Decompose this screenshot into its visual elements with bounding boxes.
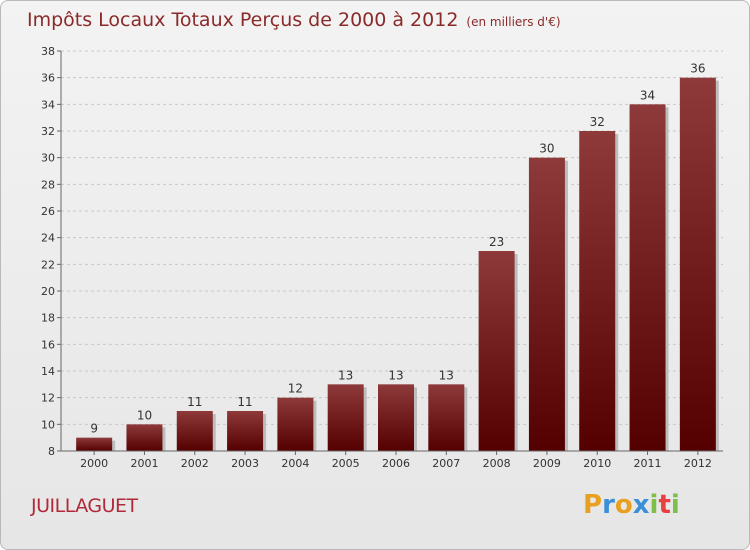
y-tick-label: 22: [41, 258, 55, 271]
bar-2008: [478, 251, 515, 451]
y-tick-label: 10: [41, 418, 55, 431]
bar-value-label: 30: [539, 142, 554, 156]
bar-value-label: 36: [690, 62, 705, 76]
logo-letter: i: [649, 490, 659, 520]
y-tick-label: 18: [41, 312, 55, 325]
bar-2009: [528, 157, 565, 451]
x-tick-label: 2011: [634, 457, 662, 470]
bar-2005: [327, 384, 364, 451]
bar-value-label: 10: [137, 408, 152, 422]
y-tick-label: 14: [41, 365, 55, 378]
logo-letter: r: [602, 490, 615, 520]
logo-letter: P: [583, 490, 603, 520]
y-tick-label: 20: [41, 285, 55, 298]
logo-letter: x: [632, 490, 650, 520]
bar-value-label: 11: [187, 395, 202, 409]
y-tick-label: 28: [41, 178, 55, 191]
y-tick-label: 24: [41, 232, 55, 245]
x-tick-label: 2004: [281, 457, 309, 470]
x-tick-label: 2001: [130, 457, 158, 470]
bar-2004: [277, 397, 314, 451]
commune-name: JUILLAGUET: [31, 495, 138, 517]
bar-value-label: 13: [388, 368, 403, 382]
bar-2007: [428, 384, 465, 451]
x-tick-label: 2005: [332, 457, 360, 470]
y-tick-label: 30: [41, 152, 55, 165]
y-tick-label: 32: [41, 125, 55, 138]
chart-unit: (en milliers d'€): [466, 15, 561, 29]
bar-value-label: 11: [237, 395, 252, 409]
y-tick-label: 36: [41, 72, 55, 85]
bar-2011: [629, 104, 666, 451]
chart-title: Impôts Locaux Totaux Perçus de 2000 à 20…: [27, 9, 561, 31]
logo-letter: o: [614, 490, 633, 520]
bar-2006: [378, 384, 414, 451]
x-tick-label: 2007: [432, 457, 460, 470]
bar-2001: [126, 424, 163, 451]
y-tick-label: 26: [41, 205, 55, 218]
bar-value-label: 34: [640, 88, 655, 102]
bar-value-label: 12: [288, 382, 303, 396]
x-tick-label: 2002: [181, 457, 209, 470]
bar-2010: [579, 131, 616, 451]
y-tick-label: 34: [41, 98, 55, 111]
bar-value-label: 23: [489, 235, 504, 249]
y-tick-label: 8: [48, 445, 55, 458]
x-tick-label: 2008: [483, 457, 511, 470]
bar-2012: [679, 77, 716, 452]
x-tick-label: 2000: [80, 457, 108, 470]
bar-2003: [227, 411, 264, 451]
x-tick-label: 2010: [583, 457, 611, 470]
bar-2000: [76, 437, 113, 451]
y-tick-label: 12: [41, 392, 55, 405]
x-tick-label: 2003: [231, 457, 259, 470]
y-tick-label: 38: [41, 45, 55, 58]
chart-title-text: Impôts Locaux Totaux Perçus de 2000 à 20…: [27, 9, 459, 31]
x-tick-label: 2006: [382, 457, 410, 470]
bar-value-label: 13: [439, 368, 454, 382]
bar-value-label: 32: [590, 115, 605, 129]
proxiti-logo: Proxiti: [583, 490, 680, 520]
bar-value-label: 9: [90, 422, 98, 436]
y-tick-label: 16: [41, 338, 55, 351]
bar-value-label: 13: [338, 368, 353, 382]
x-tick-label: 2012: [684, 457, 712, 470]
bar-2002: [176, 411, 213, 451]
logo-letter: i: [670, 490, 680, 520]
x-tick-label: 2009: [533, 457, 561, 470]
logo-letter: t: [658, 490, 671, 520]
